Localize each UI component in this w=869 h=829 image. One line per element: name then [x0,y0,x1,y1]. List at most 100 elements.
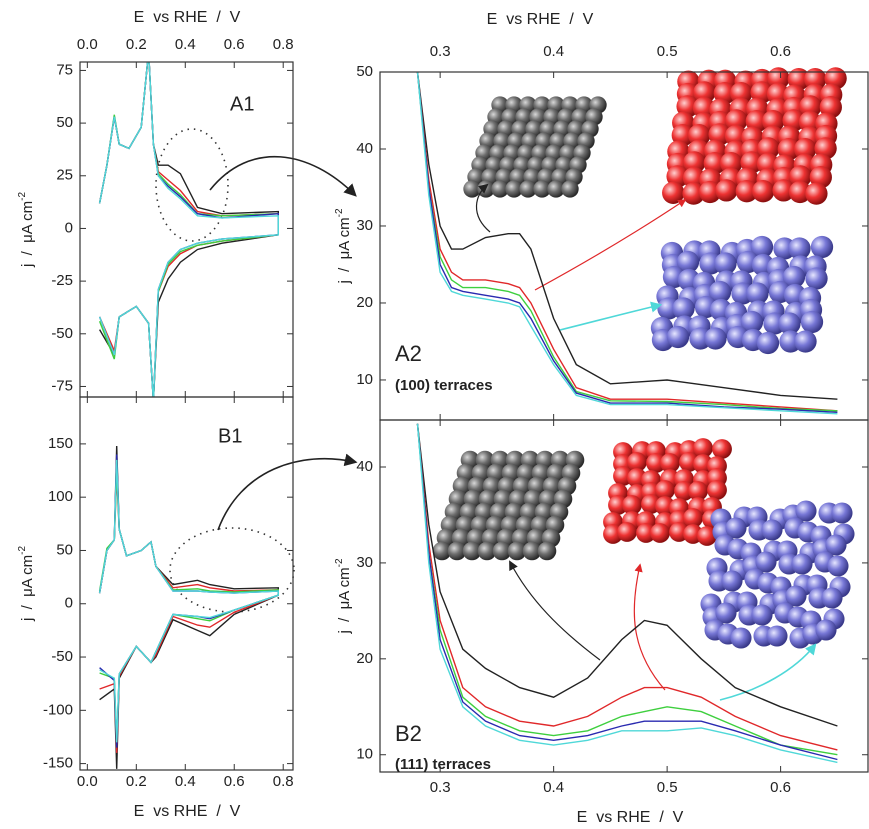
arrow [475,183,491,233]
atom [507,541,527,561]
atom [505,180,523,198]
y-axis-label-exponent: -2 [17,546,28,555]
data-line [98,475,279,753]
plot-area [416,72,838,415]
atom [767,67,790,90]
x-tick-label: 0.8 [273,773,294,790]
arrow [559,301,663,331]
atom [712,439,732,459]
panel-subtitle: (100) terraces [395,377,493,394]
y-axis-label-text: j / μA cm [336,217,353,284]
y-tick-label: -25 [51,272,73,289]
x-tick-label: 0.2 [126,773,147,790]
y-tick-label: -50 [51,648,73,665]
atom [785,585,807,607]
atom [798,110,822,134]
atom [477,541,497,561]
x-tick-label: 0.6 [224,36,245,53]
atom [655,480,675,500]
atom [827,555,849,577]
y-tick-label: 50 [56,114,73,131]
atom [794,138,817,161]
data-line [98,445,279,769]
atom [704,327,727,350]
atom [724,124,748,148]
y-tick-label: 30 [356,217,373,234]
atom [725,517,747,539]
atom [805,182,828,205]
arrow [534,199,687,291]
arrow [209,156,357,197]
atom [622,495,642,515]
x-tick-label: 0.0 [77,773,98,790]
atom [547,180,565,198]
plot-frame [79,396,294,771]
x-tick-label: 0.6 [770,779,791,796]
data-line [98,62,279,397]
y-tick-label: 150 [48,435,73,452]
x-tick-label: 0.0 [77,36,98,53]
atom [683,508,703,528]
x-tick-label: 0.5 [657,779,678,796]
atom [789,165,812,188]
y-tick-label: 75 [56,61,73,78]
data-line [416,423,838,756]
atom [714,252,737,275]
atom [800,310,824,334]
atom [462,541,482,561]
y-tick-label: 20 [356,650,373,667]
arrow [509,560,601,661]
atom [766,625,788,647]
atom [491,180,509,198]
annotations [155,128,817,701]
y-axis-label-text: j / μA cm [19,555,36,622]
y-tick-label: 40 [356,140,373,157]
x-axis-label: E vs RHE / V [577,809,684,826]
atom [492,541,512,561]
y-tick-label: -75 [51,377,73,394]
atom [761,519,783,541]
y-tick-label: 50 [356,63,373,80]
x-tick-label: 0.8 [273,36,294,53]
atom [782,265,806,289]
y-tick-label: 10 [356,371,373,388]
atom [698,180,722,204]
atom [721,570,743,592]
atom [740,310,764,334]
plot-frame [379,419,869,773]
arrow [633,563,666,691]
y-tick-label: -100 [43,701,73,718]
y-axis-label-exponent: -2 [17,192,28,201]
y-axis-label-text: j / μA cm [19,201,36,268]
atom [766,82,790,106]
y-tick-label: -50 [51,325,73,342]
y-tick-label: 30 [356,554,373,571]
atom [533,180,551,198]
x-tick-label: 0.4 [543,43,564,60]
atom [752,180,775,203]
atom [692,96,716,120]
atom [447,541,467,561]
atom [794,330,817,353]
atom [660,453,680,473]
y-tick-label: 0 [65,595,73,612]
atom [772,179,795,202]
atom [697,526,717,546]
y-tick-label: 100 [48,488,73,505]
atom [778,312,801,335]
atom [662,181,685,204]
data-line [98,459,279,743]
atom [650,523,670,543]
atom [788,237,811,260]
y-axis-label-exponent: -2 [334,558,345,567]
atom [693,438,713,458]
atom [682,166,706,190]
y-tick-label: 20 [356,294,373,311]
atom [672,297,695,320]
atom [688,481,708,501]
y-axis-label-exponent: -2 [334,208,345,217]
atom [762,110,785,133]
atom [751,604,773,626]
data-line [416,72,838,412]
